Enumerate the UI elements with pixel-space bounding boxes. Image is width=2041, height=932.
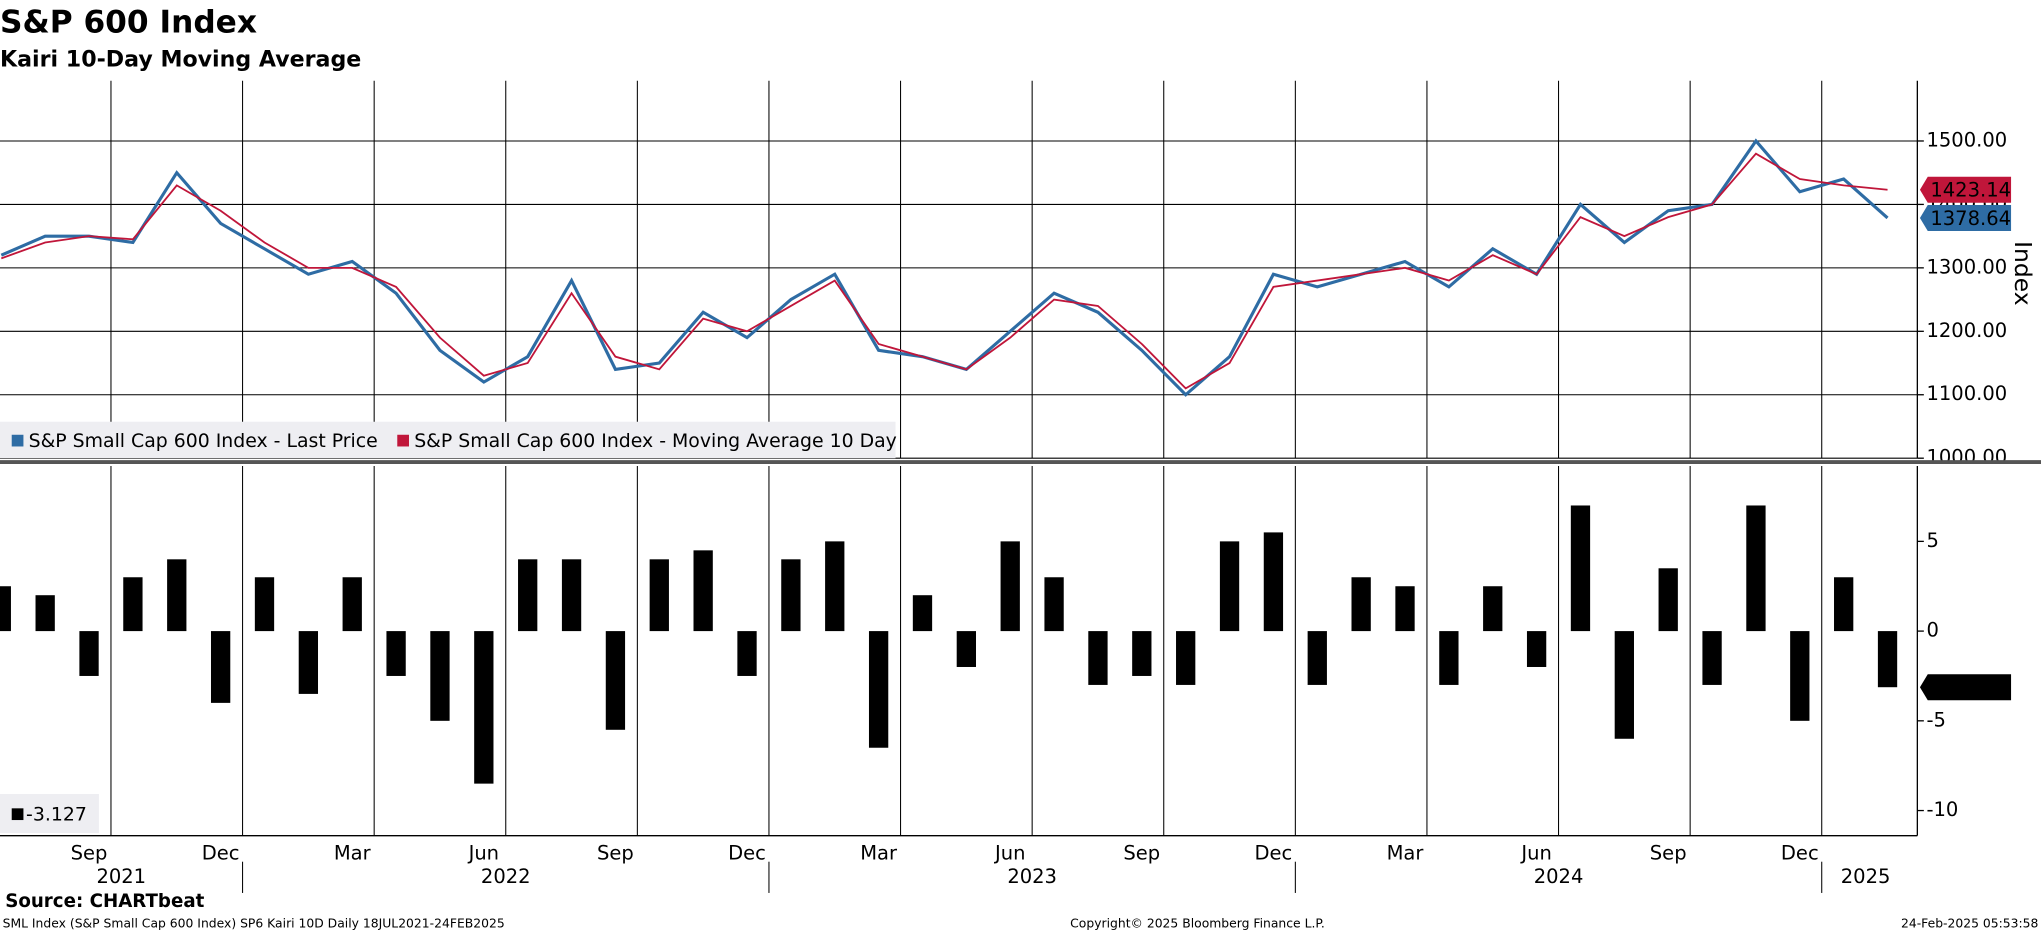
last-value-label: 1378.64 bbox=[1930, 207, 2011, 230]
legend-swatch bbox=[397, 434, 409, 447]
y-tick-label: -5 bbox=[1926, 708, 1945, 731]
footer-description: SML Index (S&P Small Cap 600 Index) SP6 … bbox=[3, 917, 505, 931]
bar bbox=[79, 631, 99, 676]
bar bbox=[1614, 631, 1634, 739]
last-value-tag bbox=[1919, 674, 2012, 701]
x-tick-label: Jun bbox=[993, 841, 1025, 864]
source: Source: CHARTbeat bbox=[5, 891, 204, 912]
x-tick-label: Mar bbox=[860, 841, 898, 864]
bar bbox=[430, 631, 450, 721]
x-tick-label: Dec bbox=[1781, 841, 1819, 864]
x-tick-label: Dec bbox=[1255, 841, 1293, 864]
x-tick-label: Sep bbox=[1650, 841, 1687, 864]
title: S&P 600 Index bbox=[0, 4, 257, 40]
bar bbox=[1263, 532, 1284, 632]
x-tick-label: Jun bbox=[467, 841, 500, 864]
subtitle: Kairi 10-Day Moving Average bbox=[0, 46, 361, 72]
year-label: 2021 bbox=[96, 865, 146, 888]
bar bbox=[561, 559, 582, 632]
y-tick-label: -10 bbox=[1926, 798, 1958, 821]
bar bbox=[1176, 631, 1196, 685]
year-label: 2025 bbox=[1841, 865, 1891, 888]
bar bbox=[1746, 505, 1766, 632]
bar bbox=[1834, 577, 1854, 632]
bar bbox=[210, 631, 231, 703]
legend-swatch bbox=[11, 434, 24, 447]
bar bbox=[474, 631, 494, 784]
bar bbox=[254, 577, 275, 632]
bar bbox=[518, 559, 538, 632]
bar bbox=[1790, 631, 1810, 721]
legend-bg bbox=[0, 421, 896, 459]
bar bbox=[1307, 631, 1327, 685]
bar bbox=[1351, 577, 1371, 632]
bar bbox=[1088, 631, 1108, 685]
bar bbox=[386, 631, 406, 676]
series-line bbox=[0, 152, 1888, 390]
bar bbox=[956, 631, 977, 667]
bar bbox=[1526, 631, 1547, 667]
y-tick-label: 1300.00 bbox=[1926, 255, 2007, 278]
bar bbox=[123, 577, 143, 632]
bar bbox=[781, 559, 801, 632]
y-tick-label: 1200.00 bbox=[1926, 319, 2007, 342]
bar bbox=[1219, 541, 1240, 632]
last-value-tag bbox=[1919, 204, 2012, 231]
legend-label: S&P Small Cap 600 Index - Moving Average… bbox=[414, 430, 897, 452]
bar bbox=[825, 541, 845, 632]
bar bbox=[649, 559, 669, 632]
y-tick-label: 5 bbox=[1926, 529, 1938, 552]
bar bbox=[0, 586, 11, 632]
y-tick-label: 1500.00 bbox=[1926, 128, 2007, 151]
last-value-tag bbox=[1919, 176, 2012, 203]
legend-label: S&P Small Cap 600 Index - Last Price bbox=[29, 430, 378, 452]
bar bbox=[1483, 586, 1503, 632]
legend-label: -3.127 bbox=[26, 803, 87, 825]
bar bbox=[167, 559, 187, 632]
bar bbox=[1877, 631, 1898, 688]
last-value-label: -3.127 bbox=[1930, 676, 1993, 699]
x-tick-label: Sep bbox=[71, 841, 108, 864]
x-tick-label: Dec bbox=[728, 841, 766, 864]
bar bbox=[868, 631, 889, 748]
y-tick-label: 1100.00 bbox=[1926, 382, 2007, 405]
bar bbox=[1395, 586, 1415, 632]
y-axis-label: Index bbox=[2009, 241, 2037, 306]
x-tick-label: Mar bbox=[1387, 841, 1425, 864]
bar bbox=[1132, 631, 1152, 676]
copyright: Copyright© 2025 Bloomberg Finance L.P. bbox=[1070, 917, 1325, 931]
x-tick-label: Jun bbox=[1519, 841, 1552, 864]
bar bbox=[1658, 568, 1678, 632]
bar bbox=[605, 631, 626, 730]
x-tick-label: Dec bbox=[202, 841, 240, 864]
bar bbox=[1570, 505, 1591, 632]
timestamp: 24-Feb-2025 05:53:58 bbox=[1901, 917, 2039, 931]
y-tick-label: 1000.00 bbox=[1926, 446, 2007, 469]
x-tick-label: Sep bbox=[1123, 841, 1160, 864]
year-label: 2022 bbox=[481, 865, 531, 888]
year-label: 2024 bbox=[1534, 865, 1584, 888]
x-tick-label: Sep bbox=[597, 841, 634, 864]
last-value-label: 1423.14 bbox=[1930, 179, 2011, 202]
bar bbox=[342, 577, 362, 632]
bar bbox=[1702, 631, 1722, 685]
year-label: 2023 bbox=[1007, 865, 1057, 888]
bar bbox=[1439, 631, 1459, 685]
bar bbox=[693, 550, 713, 632]
bar bbox=[1044, 577, 1064, 632]
bar bbox=[35, 595, 55, 632]
bar bbox=[737, 631, 757, 676]
x-tick-label: Mar bbox=[334, 841, 372, 864]
bar bbox=[912, 595, 933, 632]
bar bbox=[298, 631, 319, 694]
y-tick-label: 0 bbox=[1926, 619, 1938, 642]
bar bbox=[1000, 541, 1020, 632]
legend-swatch bbox=[11, 808, 24, 821]
